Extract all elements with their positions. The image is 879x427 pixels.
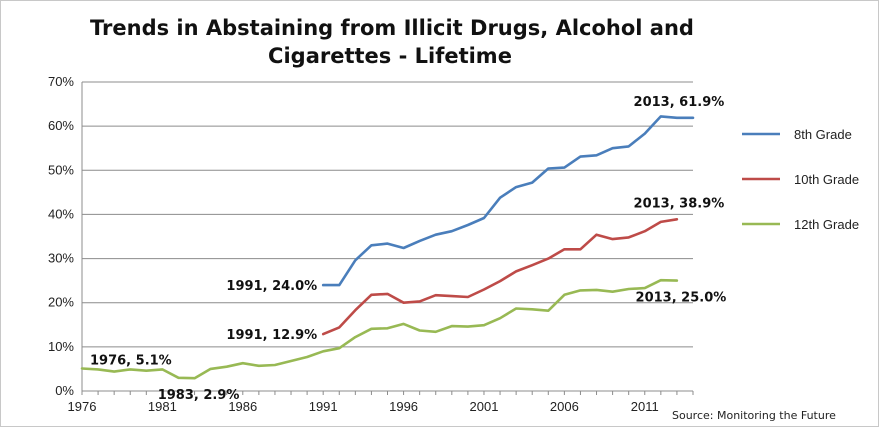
x-tick-label: 2001 bbox=[470, 399, 499, 414]
x-tick-label: 2011 bbox=[631, 399, 659, 414]
data-annotation: 1983, 2.9% bbox=[158, 388, 240, 403]
chart-title-line-2: Cigarettes - Lifetime bbox=[268, 44, 512, 68]
data-annotation: 2013, 61.9% bbox=[634, 95, 725, 110]
legend: 8th Grade 10th Grade 12th Grade bbox=[742, 127, 859, 232]
data-annotation: 1991, 12.9% bbox=[226, 328, 317, 343]
data-annotation: 2013, 25.0% bbox=[636, 291, 727, 306]
series-line-8th-grade bbox=[321, 115, 695, 287]
legend-item: 12th Grade bbox=[742, 217, 859, 232]
source-note: Source: Monitoring the Future bbox=[672, 409, 836, 422]
series-lines bbox=[80, 115, 695, 380]
y-tick-label: 60% bbox=[48, 118, 74, 133]
chart-title-line-1: Trends in Abstaining from Illicit Drugs,… bbox=[90, 16, 694, 40]
series-line-10th-grade bbox=[321, 218, 679, 336]
x-tick-label: 1981 bbox=[148, 399, 177, 414]
x-tick-label: 1986 bbox=[228, 399, 257, 414]
x-tick-label: 1991 bbox=[309, 399, 338, 414]
legend-item: 8th Grade bbox=[742, 127, 852, 142]
legend-item: 10th Grade bbox=[742, 172, 859, 187]
y-tick-label: 30% bbox=[48, 251, 74, 266]
legend-label: 10th Grade bbox=[794, 172, 859, 187]
y-tick-label: 10% bbox=[48, 339, 74, 354]
y-tick-label: 50% bbox=[48, 162, 74, 177]
x-tick-label: 1976 bbox=[68, 399, 97, 414]
gridlines bbox=[82, 81, 693, 348]
y-tick-label: 20% bbox=[48, 295, 74, 310]
data-annotation: 1976, 5.1% bbox=[90, 353, 172, 368]
x-tick-label: 2006 bbox=[550, 399, 579, 414]
annotations: 2013, 61.9% 2013, 38.9% 2013, 25.0% 1991, 2… bbox=[90, 95, 726, 403]
y-tick-label: 0% bbox=[55, 383, 74, 398]
chart-title: Trends in Abstaining from Illicit Drugs,… bbox=[90, 14, 694, 70]
legend-label: 8th Grade bbox=[794, 127, 852, 142]
series-line-12th-grade bbox=[80, 278, 679, 380]
y-tick-label: 40% bbox=[48, 206, 74, 221]
x-tick-label: 1996 bbox=[389, 399, 418, 414]
legend-label: 12th Grade bbox=[794, 217, 859, 232]
y-tick-label: 70% bbox=[48, 74, 74, 89]
axes: 0% 10% 20% 30% 40% 50% 60% 70% 1976 1981 1986 1991 1… bbox=[48, 74, 694, 414]
data-annotation: 1991, 24.0% bbox=[226, 279, 317, 294]
data-annotation: 2013, 38.9% bbox=[634, 196, 725, 211]
